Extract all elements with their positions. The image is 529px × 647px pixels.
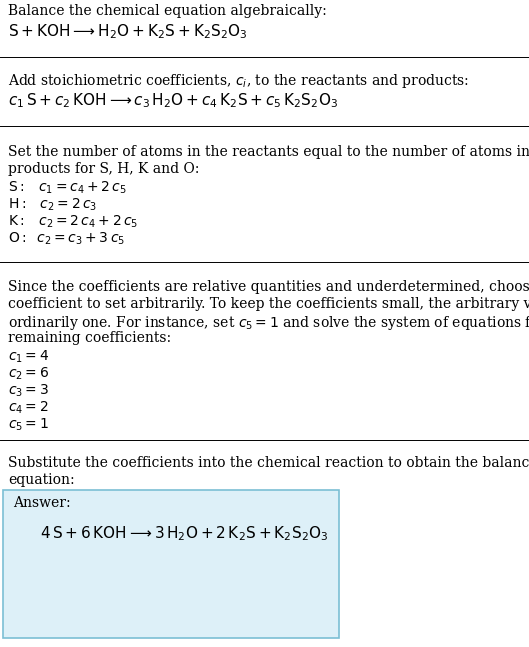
Text: products for S, H, K and O:: products for S, H, K and O: [8,162,199,176]
Text: $c_3 = 3$: $c_3 = 3$ [8,383,49,399]
Text: coefficient to set arbitrarily. To keep the coefficients small, the arbitrary va: coefficient to set arbitrarily. To keep … [8,297,529,311]
Text: Substitute the coefficients into the chemical reaction to obtain the balanced: Substitute the coefficients into the che… [8,456,529,470]
Text: ordinarily one. For instance, set $c_5 = 1$ and solve the system of equations fo: ordinarily one. For instance, set $c_5 =… [8,314,529,332]
Text: $\mathrm{H:}\;\;\; c_2 = 2\,c_3$: $\mathrm{H:}\;\;\; c_2 = 2\,c_3$ [8,197,97,214]
Text: $4\,\mathrm{S} + 6\,\mathrm{KOH} \longrightarrow 3\,\mathrm{H_2O} + 2\,\mathrm{K: $4\,\mathrm{S} + 6\,\mathrm{KOH} \longri… [40,524,328,543]
Text: Add stoichiometric coefficients, $c_i$, to the reactants and products:: Add stoichiometric coefficients, $c_i$, … [8,72,469,90]
Text: remaining coefficients:: remaining coefficients: [8,331,171,345]
Text: $c_1\,\mathrm{S} + c_2\,\mathrm{KOH} \longrightarrow c_3\,\mathrm{H_2O} + c_4\,\: $c_1\,\mathrm{S} + c_2\,\mathrm{KOH} \lo… [8,91,338,110]
Text: Balance the chemical equation algebraically:: Balance the chemical equation algebraica… [8,4,327,18]
Text: $\mathrm{S:}\;\;\; c_1 = c_4 + 2\,c_5$: $\mathrm{S:}\;\;\; c_1 = c_4 + 2\,c_5$ [8,180,127,197]
Bar [3,490,339,638]
Text: $c_2 = 6$: $c_2 = 6$ [8,366,49,382]
Text: equation:: equation: [8,473,75,487]
Text: $\mathrm{K:}\;\;\; c_2 = 2\,c_4 + 2\,c_5$: $\mathrm{K:}\;\;\; c_2 = 2\,c_4 + 2\,c_5… [8,214,138,230]
Text: $c_1 = 4$: $c_1 = 4$ [8,349,49,366]
Text: $\mathrm{O:}\;\; c_2 = c_3 + 3\,c_5$: $\mathrm{O:}\;\; c_2 = c_3 + 3\,c_5$ [8,231,125,247]
Text: Answer:: Answer: [13,496,71,510]
Text: $\mathrm{S + KOH} \longrightarrow \mathrm{H_2O + K_2S + K_2S_2O_3}$: $\mathrm{S + KOH} \longrightarrow \mathr… [8,22,248,41]
Text: $c_4 = 2$: $c_4 = 2$ [8,400,49,417]
Text: Since the coefficients are relative quantities and underdetermined, choose a: Since the coefficients are relative quan… [8,280,529,294]
Text: Set the number of atoms in the reactants equal to the number of atoms in the: Set the number of atoms in the reactants… [8,145,529,159]
Text: $c_5 = 1$: $c_5 = 1$ [8,417,49,433]
